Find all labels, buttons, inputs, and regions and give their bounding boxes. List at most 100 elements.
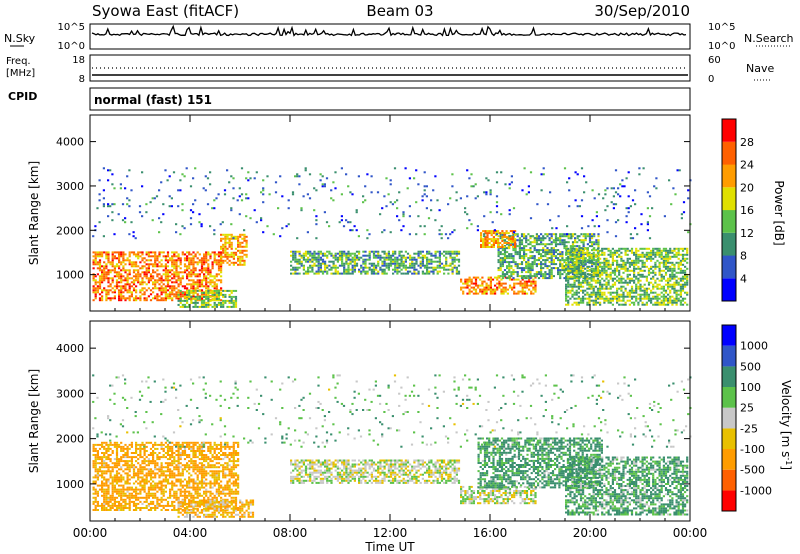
range-time-cell bbox=[368, 252, 371, 255]
range-time-cell bbox=[428, 272, 431, 275]
range-time-cell bbox=[94, 460, 97, 463]
range-time-cell bbox=[550, 249, 553, 252]
range-time-cell bbox=[94, 496, 97, 499]
range-time-cell bbox=[143, 486, 146, 489]
range-time-cell bbox=[394, 270, 397, 273]
range-time-cell bbox=[179, 289, 182, 292]
range-time-cell bbox=[237, 245, 240, 248]
range-time-cell bbox=[607, 287, 610, 290]
range-time-cell bbox=[637, 301, 640, 304]
range-time-cell bbox=[158, 277, 161, 280]
range-time-cell bbox=[594, 303, 597, 306]
range-time-cell bbox=[145, 203, 148, 206]
range-time-cell bbox=[501, 233, 504, 236]
range-time-cell bbox=[445, 258, 448, 261]
range-time-cell bbox=[96, 470, 99, 473]
range-time-cell bbox=[501, 257, 504, 260]
range-time-cell bbox=[586, 265, 589, 268]
range-time-cell bbox=[298, 260, 301, 263]
range-time-cell bbox=[434, 266, 437, 269]
range-time-cell bbox=[575, 259, 578, 262]
range-time-cell bbox=[338, 272, 342, 275]
range-time-cell bbox=[628, 257, 631, 260]
range-time-cell bbox=[304, 167, 307, 170]
range-time-cell bbox=[372, 250, 376, 253]
range-time-cell bbox=[119, 187, 122, 190]
range-time-cell bbox=[228, 301, 231, 304]
range-time-cell bbox=[417, 250, 420, 253]
range-time-cell bbox=[139, 297, 142, 300]
range-time-cell bbox=[616, 291, 619, 294]
range-time-cell bbox=[313, 256, 316, 259]
range-time-cell bbox=[520, 255, 524, 258]
range-time-cell bbox=[94, 287, 97, 290]
range-time-cell bbox=[92, 259, 95, 262]
range-time-cell bbox=[207, 259, 210, 262]
range-time-cell bbox=[426, 260, 429, 263]
range-time-cell bbox=[128, 299, 131, 302]
range-time-cell bbox=[96, 502, 99, 505]
range-time-cell bbox=[574, 245, 577, 248]
range-time-cell bbox=[230, 223, 233, 226]
range-time-cell bbox=[135, 285, 138, 288]
range-time-cell bbox=[510, 257, 513, 260]
range-time-cell bbox=[196, 301, 199, 304]
range-time-cell bbox=[669, 273, 672, 276]
range-time-cell bbox=[389, 264, 393, 267]
range-time-cell bbox=[485, 282, 488, 285]
range-time-cell bbox=[102, 203, 105, 206]
range-time-cell bbox=[417, 183, 420, 186]
range-time-cell bbox=[633, 279, 636, 282]
range-time-cell bbox=[103, 464, 106, 467]
range-time-cell bbox=[645, 291, 648, 294]
range-time-cell bbox=[662, 269, 665, 272]
range-time-cell bbox=[472, 282, 475, 285]
range-time-cell bbox=[220, 271, 223, 274]
range-time-cell bbox=[120, 251, 123, 254]
range-time-cell bbox=[559, 263, 562, 266]
range-time-cell bbox=[501, 273, 504, 276]
range-time-cell bbox=[137, 472, 140, 475]
range-time-cell bbox=[430, 252, 433, 255]
range-time-cell bbox=[510, 255, 513, 258]
range-time-cell bbox=[613, 259, 617, 262]
range-time-cell bbox=[635, 267, 638, 270]
range-time-cell bbox=[616, 267, 619, 270]
range-time-cell bbox=[575, 297, 578, 300]
range-time-cell bbox=[529, 243, 532, 246]
range-time-cell bbox=[247, 197, 250, 200]
range-time-cell bbox=[596, 267, 600, 270]
range-time-cell bbox=[436, 256, 439, 259]
range-time-cell bbox=[542, 263, 545, 266]
range-time-cell bbox=[584, 273, 587, 276]
range-time-cell bbox=[472, 276, 475, 279]
beam-title: Beam 03 bbox=[366, 2, 433, 20]
range-time-cell bbox=[508, 278, 512, 281]
range-time-cell bbox=[175, 267, 178, 270]
range-time-cell bbox=[179, 179, 182, 182]
range-time-cell bbox=[626, 277, 629, 280]
range-time-cell bbox=[122, 255, 125, 258]
range-time-cell bbox=[143, 484, 146, 487]
range-time-cell bbox=[377, 270, 380, 273]
range-time-cell bbox=[591, 237, 594, 240]
range-time-cell bbox=[328, 268, 331, 271]
range-time-cell bbox=[194, 199, 197, 202]
range-time-cell bbox=[482, 244, 485, 246]
range-time-cell bbox=[616, 301, 619, 304]
range-time-cell bbox=[313, 209, 316, 212]
range-time-cell bbox=[220, 245, 223, 248]
range-time-cell bbox=[501, 261, 504, 264]
range-time-cell bbox=[648, 195, 652, 198]
range-time-cell bbox=[313, 258, 316, 261]
range-time-cell bbox=[592, 253, 595, 256]
range-time-cell bbox=[143, 261, 146, 264]
range-time-cell bbox=[546, 277, 549, 280]
range-time-cell bbox=[449, 262, 452, 265]
range-time-cell bbox=[673, 253, 676, 256]
range-time-cell bbox=[107, 255, 110, 258]
range-time-cell bbox=[349, 254, 352, 257]
range-time-cell bbox=[152, 291, 155, 294]
range-time-cell bbox=[511, 286, 514, 289]
range-time-cell bbox=[394, 256, 397, 259]
